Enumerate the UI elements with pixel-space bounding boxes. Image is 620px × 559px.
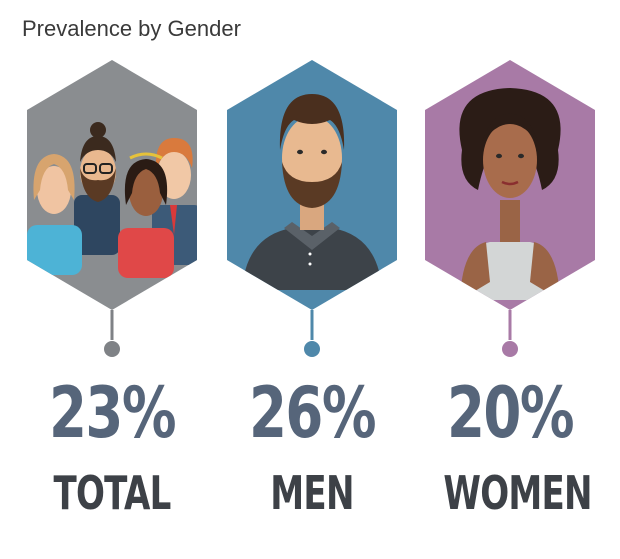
man-avatar-hexagon-icon	[227, 60, 397, 357]
men-percent: 26%	[248, 372, 377, 454]
men-label: MEN	[270, 466, 354, 520]
chart-title: Prevalence by Gender	[22, 16, 241, 41]
group-people-hexagon-icon	[27, 60, 197, 357]
women-percent: 20%	[446, 372, 575, 454]
group-men: 26% MEN	[222, 0, 402, 559]
group-women: 20% WOMEN	[420, 0, 600, 559]
group-total: 23% TOTAL	[22, 0, 202, 559]
total-label: TOTAL	[53, 466, 171, 520]
woman-avatar-hexagon-icon	[425, 60, 595, 357]
total-percent: 23%	[48, 372, 177, 454]
women-label: WOMEN	[443, 466, 592, 520]
